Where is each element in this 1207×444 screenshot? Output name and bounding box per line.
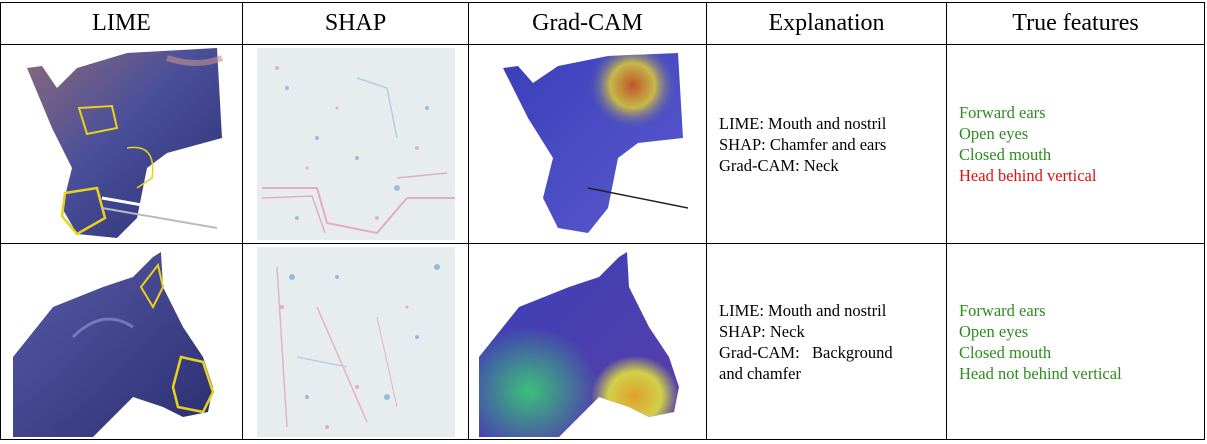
header-lime: LIME: [0, 2, 243, 45]
lime-image-cell: [0, 44, 243, 244]
feature-head-position: Head behind vertical: [959, 166, 1097, 185]
feature-head-position: Head not behind vertical: [959, 363, 1122, 383]
explanation-cell: LIME: Mouth and nostril SHAP: Chamfer an…: [706, 44, 947, 244]
table-row: LIME: Mouth and nostril SHAP: Chamfer an…: [0, 44, 1205, 244]
table-row: LIME: Mouth and nostril SHAP: Neck Grad-…: [0, 243, 1205, 440]
lime-heatmap-image: [12, 251, 214, 437]
true-features-cell: Forward ears Open eyes Closed mouth Head…: [946, 44, 1205, 244]
header-true-features: True features: [946, 2, 1205, 45]
gradcam-heatmap-image: [502, 53, 688, 233]
feature-closed-mouth: Closed mouth: [959, 342, 1052, 362]
shap-heatmap-image: [256, 246, 455, 437]
gradcam-image-cell: [468, 44, 707, 244]
lime-heatmap-image: [26, 48, 223, 238]
explanation-gradcam: Grad-CAM: Neck: [719, 155, 839, 175]
explanation-gradcam: Grad-CAM: Background: [719, 342, 893, 362]
explanation-gradcam-cont: and chamfer: [719, 363, 801, 383]
feature-forward-ears: Forward ears: [959, 103, 1046, 122]
explanation-lime: LIME: Mouth and nostril: [719, 300, 887, 320]
header-explanation: Explanation: [706, 2, 947, 45]
explanation-shap: SHAP: Chamfer and ears: [719, 134, 887, 154]
header-row: LIME SHAP Grad-CAM Explanation True feat…: [0, 2, 1205, 45]
true-features-cell: Forward ears Open eyes Closed mouth Head…: [946, 243, 1205, 440]
feature-forward-ears: Forward ears: [959, 300, 1046, 320]
feature-closed-mouth: Closed mouth: [959, 145, 1052, 164]
gradcam-heatmap-image: [478, 251, 679, 437]
header-gradcam: Grad-CAM: [468, 2, 707, 45]
lime-image-cell: [0, 243, 243, 440]
shap-image-cell: [242, 44, 469, 244]
shap-image-cell: [242, 243, 469, 440]
gradcam-image-cell: [468, 243, 707, 440]
shap-heatmap-image: [256, 48, 455, 240]
explanation-cell: LIME: Mouth and nostril SHAP: Neck Grad-…: [706, 243, 947, 440]
feature-open-eyes: Open eyes: [959, 124, 1029, 143]
header-shap: SHAP: [242, 2, 469, 45]
feature-open-eyes: Open eyes: [959, 321, 1029, 341]
explanation-lime: LIME: Mouth and nostril: [719, 113, 887, 133]
explanation-shap: SHAP: Neck: [719, 321, 805, 341]
